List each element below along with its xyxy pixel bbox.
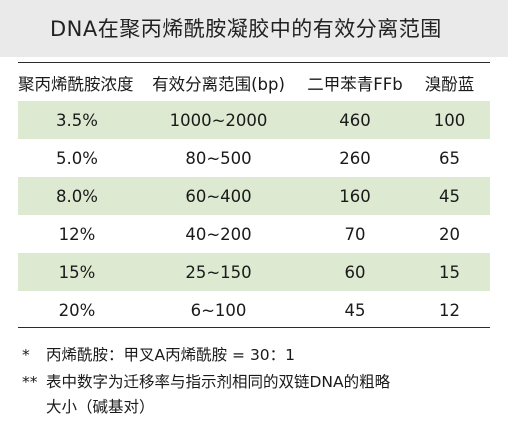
table-row: 15% 25~150 60 15 [18, 253, 490, 291]
table-row: 5.0% 80~500 260 65 [18, 139, 490, 177]
cell-xylene: 260 [339, 148, 371, 168]
footnote-1: * 丙烯酰胺：甲叉A丙烯酰胺 = 30：1 [22, 343, 295, 365]
cell-xylene: 60 [301, 253, 409, 291]
header-xylene-cyanol: 二甲苯青FFb [307, 74, 403, 94]
cell-bromophenol: 100 [409, 101, 490, 139]
cell-concentration: 5.0% [56, 148, 98, 168]
cell-xylene: 460 [301, 101, 409, 139]
footnote-1-mark: * [22, 346, 30, 364]
cell-bromophenol: 45 [409, 177, 490, 215]
footnote-2-text-line1: 表中数字为迁移率与指示剂相同的双链DNA的粗略 [46, 373, 391, 391]
cell-concentration: 15% [18, 253, 136, 291]
cell-bromophenol: 65 [439, 148, 460, 168]
footnote-2-continued: 大小（碱基对） [46, 398, 155, 416]
cell-concentration: 8.0% [18, 177, 136, 215]
cell-concentration: 20% [58, 300, 96, 320]
table-header-row: 聚丙烯酰胺浓度 有效分离范围(bp) 二甲苯青FFb 溴酚蓝 [18, 64, 490, 101]
cell-range: 80~500 [185, 148, 252, 168]
separation-table: 聚丙烯酰胺浓度 有效分离范围(bp) 二甲苯青FFb 溴酚蓝 3.5% 1000… [18, 64, 490, 329]
top-rule [18, 62, 490, 63]
page-title: DNA在聚丙烯酰胺凝胶中的有效分离范围 [50, 17, 442, 41]
cell-xylene: 45 [344, 300, 366, 320]
header-bromophenol-blue: 溴酚蓝 [424, 74, 475, 94]
cell-xylene: 160 [301, 177, 409, 215]
header-separation-range: 有效分离范围(bp) [152, 74, 285, 94]
header-concentration: 聚丙烯酰胺浓度 [18, 74, 134, 94]
cell-bromophenol: 15 [409, 253, 490, 291]
cell-range: 1000~2000 [136, 101, 301, 139]
table-row: 3.5% 1000~2000 460 100 [18, 101, 490, 139]
title-band [0, 0, 508, 57]
cell-bromophenol: 20 [439, 224, 460, 244]
table-row: 8.0% 60~400 160 45 [18, 177, 490, 215]
cell-range: 40~200 [185, 224, 252, 244]
footnote-2-mark: ** [22, 373, 38, 391]
footnote-1-text: 丙烯酰胺：甲叉A丙烯酰胺 = 30：1 [46, 346, 296, 364]
table-row: 12% 40~200 70 20 [18, 215, 490, 253]
cell-bromophenol: 12 [439, 300, 460, 320]
table-row: 20% 6~100 45 12 [18, 291, 490, 329]
cell-range: 60~400 [136, 177, 301, 215]
bottom-rule [18, 327, 490, 328]
cell-xylene: 70 [344, 224, 366, 244]
cell-range: 6~100 [190, 300, 247, 320]
footnote-2: ** 表中数字为迁移率与指示剂相同的双链DNA的粗略 [22, 370, 390, 392]
cell-range: 25~150 [136, 253, 301, 291]
cell-concentration: 3.5% [18, 101, 136, 139]
cell-concentration: 12% [58, 224, 96, 244]
